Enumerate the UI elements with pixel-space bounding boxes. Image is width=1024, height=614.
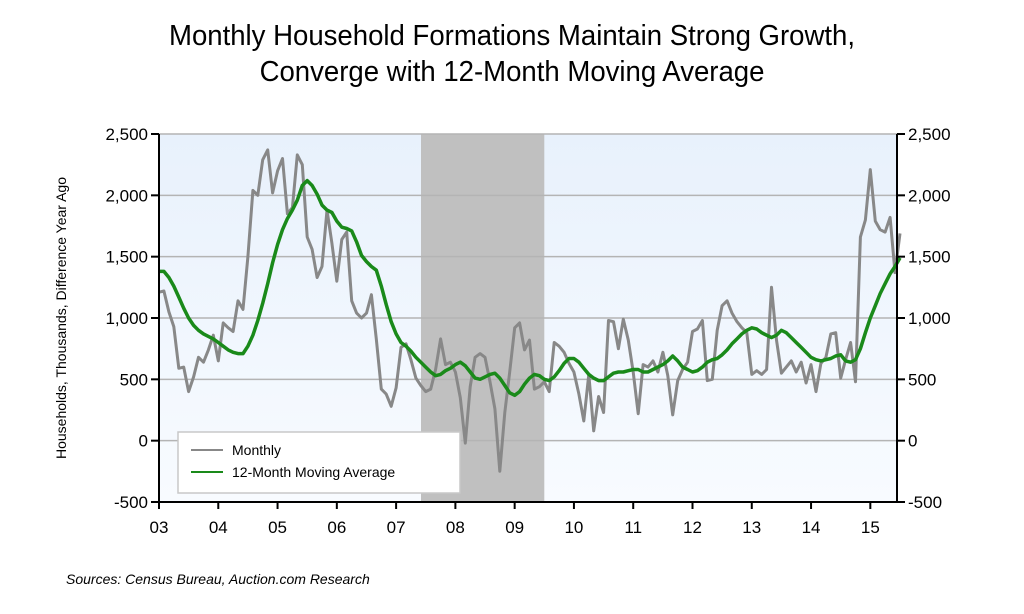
y-tick-label-left: 1,000	[105, 309, 148, 328]
legend-label-moving-average: 12-Month Moving Average	[232, 464, 395, 480]
legend: Monthly 12-Month Moving Average	[177, 431, 461, 494]
y-tick-label-right: 500	[908, 370, 936, 389]
y-tick-label-left: -500	[114, 493, 148, 512]
x-tick-label: 04	[209, 518, 228, 537]
chart-title-line-2: Converge with 12-Month Moving Average	[259, 56, 765, 88]
y-tick-label-left: 1,500	[105, 248, 148, 267]
y-tick-label-left: 500	[120, 370, 148, 389]
chart-title-line-1: Monthly Household Formations Maintain St…	[168, 20, 856, 52]
x-tick-label: 12	[683, 518, 702, 537]
x-tick-label: 10	[564, 518, 583, 537]
series-line-moving-average	[159, 178, 902, 398]
y-tick-label-right: 2,500	[908, 125, 951, 144]
x-tick-label: 05	[268, 518, 287, 537]
y-tick-label-right: 1,000	[908, 309, 951, 328]
y-tick-label-right: -500	[908, 493, 942, 512]
y-tick-label-left: 2,000	[105, 186, 148, 205]
y-tick-label-left: 2,500	[105, 125, 148, 144]
y-tick-label-right: 2,000	[908, 186, 951, 205]
y-tick-label-left: 0	[139, 432, 148, 451]
legend-box	[177, 431, 461, 494]
x-tick-label: 07	[387, 518, 406, 537]
y-axis-title: Households, Thousands, Difference Year A…	[53, 177, 69, 459]
x-tick-label: 13	[742, 518, 761, 537]
x-tick-label: 03	[150, 518, 169, 537]
legend-label-monthly: Monthly	[232, 442, 281, 458]
series-line-monthly	[158, 148, 902, 473]
x-tick-label: 11	[624, 518, 642, 537]
x-tick-label: 09	[505, 518, 524, 537]
y-tick-label-right: 1,500	[908, 248, 951, 267]
x-tick-label: 06	[327, 518, 346, 537]
source-note: Sources: Census Bureau, Auction.com Rese…	[66, 571, 370, 587]
x-tick-label: 14	[802, 518, 821, 537]
chart-title: Monthly Household Formations Maintain St…	[26, 18, 999, 90]
x-tick-label: 15	[861, 518, 880, 537]
x-tick-label: 08	[446, 518, 465, 537]
y-tick-label-right: 0	[908, 432, 917, 451]
